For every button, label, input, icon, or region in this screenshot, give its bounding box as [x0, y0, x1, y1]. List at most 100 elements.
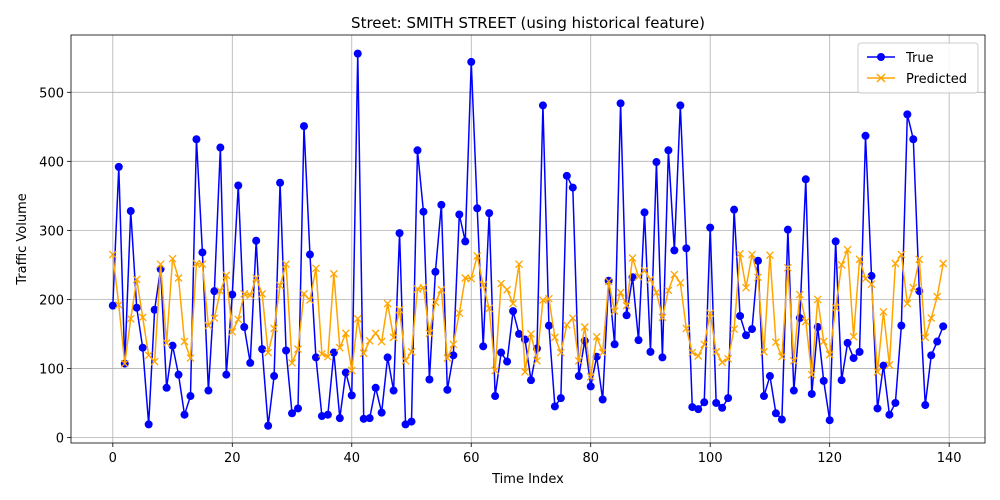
data-point-true: [670, 246, 679, 255]
series-layer: [108, 49, 948, 430]
data-point-predicted: [628, 254, 637, 262]
data-point-true: [413, 146, 422, 155]
data-point-true: [586, 382, 595, 391]
data-point-predicted: [706, 309, 715, 318]
data-point-predicted: [897, 250, 906, 259]
data-point-true: [347, 391, 356, 400]
data-point-predicted: [335, 343, 344, 352]
chart-title: Street: SMITH STREET (using historical f…: [351, 14, 705, 32]
data-point-predicted: [622, 301, 631, 310]
data-point-predicted: [640, 266, 649, 275]
data-point-true: [479, 342, 488, 351]
data-point-true: [843, 338, 852, 347]
data-point-predicted: [174, 274, 183, 282]
data-point-predicted: [252, 274, 261, 282]
data-point-true: [718, 403, 727, 412]
data-point-predicted: [413, 285, 422, 294]
x-tick-label: 120: [817, 451, 842, 466]
data-point-true: [491, 392, 500, 401]
data-point-true: [180, 410, 189, 419]
data-point-true: [676, 101, 685, 110]
data-point-predicted: [694, 352, 703, 360]
legend-predicted-label: Predicted: [906, 72, 967, 87]
data-point-predicted: [789, 356, 798, 365]
data-point-predicted: [150, 357, 159, 366]
data-point-true: [341, 368, 350, 377]
x-tick-label: 60: [463, 451, 480, 466]
data-point-true: [712, 398, 721, 407]
data-point-predicted: [580, 323, 589, 331]
data-point-predicted: [533, 356, 541, 365]
x-axis-label: Time Index: [491, 472, 564, 487]
data-point-true: [903, 110, 912, 119]
legend-true-marker: [877, 53, 885, 61]
data-point-predicted: [138, 313, 147, 322]
data-point-true: [515, 329, 524, 338]
data-point-predicted: [562, 320, 571, 329]
data-point-true: [246, 358, 255, 367]
data-point-true: [317, 412, 326, 421]
data-point-predicted: [813, 295, 822, 304]
data-point-predicted: [425, 329, 434, 338]
data-point-predicted: [610, 307, 619, 316]
data-point-true: [162, 383, 171, 392]
legend-true-label: True: [905, 51, 934, 66]
data-point-true: [132, 303, 141, 312]
data-point-predicted: [156, 260, 165, 269]
data-point-predicted: [586, 372, 595, 381]
data-point-predicted: [736, 249, 745, 258]
data-point-predicted: [515, 260, 523, 269]
data-point-true: [467, 57, 476, 66]
data-point-predicted: [568, 314, 577, 323]
data-point-true: [198, 248, 207, 257]
axes: 0 20 40 60 80 100 120 140 0 100 200 300 400 500: [39, 86, 961, 466]
data-point-true: [114, 162, 123, 171]
data-point-true: [921, 401, 930, 410]
data-point-predicted: [885, 361, 894, 369]
data-point-true: [222, 370, 231, 379]
data-point-predicted: [891, 259, 900, 268]
data-point-true: [335, 414, 344, 423]
data-point-predicted: [473, 251, 482, 260]
data-point-predicted: [383, 299, 392, 308]
data-point-true: [664, 146, 673, 155]
data-point-true: [383, 353, 392, 362]
data-point-true: [550, 402, 559, 411]
data-point-true: [138, 343, 147, 352]
data-point-predicted: [419, 283, 428, 292]
data-point-predicted: [132, 275, 141, 284]
data-point-true: [538, 101, 547, 110]
y-tick-label: 0: [56, 431, 64, 446]
data-point-true: [861, 131, 870, 140]
data-point-predicted: [879, 307, 888, 316]
data-point-predicted: [544, 294, 553, 303]
data-point-true: [216, 143, 225, 152]
data-point-predicted: [819, 337, 828, 346]
data-point-true: [365, 414, 374, 423]
data-point-true: [240, 323, 249, 332]
data-point-predicted: [742, 283, 751, 292]
data-point-true: [455, 210, 464, 219]
data-point-predicted: [479, 280, 488, 289]
data-point-predicted: [431, 298, 440, 307]
legend-box: [857, 42, 979, 94]
data-point-true: [473, 204, 482, 213]
data-point-predicted: [849, 332, 858, 341]
data-point-predicted: [467, 274, 476, 283]
data-point-true: [909, 135, 918, 144]
data-point-true: [849, 354, 858, 363]
data-point-predicted: [855, 255, 864, 264]
data-point-predicted: [765, 251, 774, 260]
data-point-true: [461, 237, 470, 246]
series-predicted: [108, 245, 948, 381]
data-point-predicted: [371, 329, 380, 338]
data-point-true: [879, 361, 888, 370]
data-point-predicted: [718, 358, 727, 367]
data-point-true: [168, 341, 177, 350]
data-point-predicted: [676, 278, 685, 287]
data-point-true: [389, 386, 398, 395]
data-point-predicted: [222, 271, 231, 280]
data-point-predicted: [783, 263, 792, 272]
data-point-predicted: [700, 340, 709, 349]
